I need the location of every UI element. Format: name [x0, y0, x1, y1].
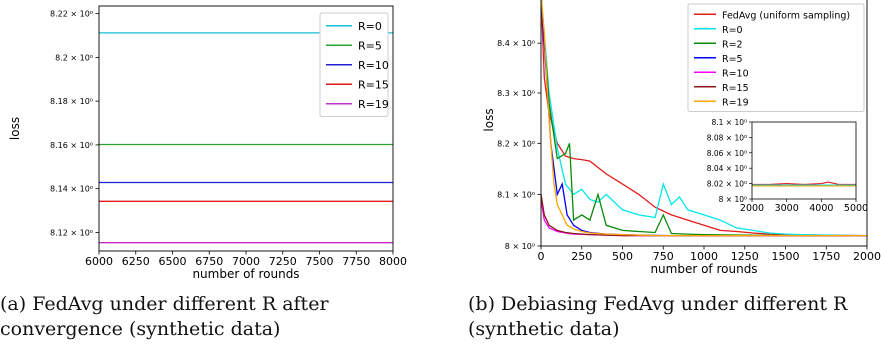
- x-tick-label: 1000: [690, 250, 718, 263]
- legend: R=0 R=5 R=10 R=15 R=19: [319, 12, 389, 117]
- legend-frame: [687, 3, 865, 112]
- y-axis-label: loss: [8, 117, 22, 140]
- legend-label: R=10: [722, 68, 749, 79]
- legend-label: R=5: [358, 39, 382, 52]
- x-tick-label: 6750: [195, 255, 223, 268]
- legend-frame: [319, 12, 389, 117]
- x-tick-label: 6250: [122, 255, 150, 268]
- legend-label: R=15: [722, 83, 749, 94]
- series-line-r-2: [541, 0, 867, 237]
- figure: 6000 6250 6500 6750 7000 7250 7500 7750 80008.12…: [8, 0, 881, 281]
- legend-label: R=15: [358, 78, 389, 91]
- y-tick-label: 8.18 × 10⁰: [50, 97, 93, 106]
- y-tick-label: 8.2 × 10⁰: [497, 139, 535, 148]
- legend-label: R=0: [358, 20, 382, 33]
- inset-x-tick-label: 3000: [775, 203, 799, 214]
- x-tick-label: 1750: [812, 250, 840, 263]
- inset-y-tick-label: 8.08 × 10⁰: [707, 133, 747, 142]
- inset-y-tick-label: 8.06 × 10⁰: [707, 149, 747, 158]
- inset-y-tick-label: 8 × 10⁰: [719, 195, 747, 204]
- legend-label: FedAvg (uniform sampling): [722, 10, 850, 21]
- y-axis-label: loss: [482, 108, 496, 131]
- inset-background: [752, 122, 856, 199]
- y-tick-label: 8.4 × 10⁰: [497, 39, 535, 48]
- x-tick-label: 0: [538, 250, 545, 263]
- x-axis-label: number of rounds: [192, 267, 299, 281]
- series-line-fedavg-uniform-sampling-: [541, 0, 867, 237]
- legend-label: R=10: [358, 59, 389, 72]
- chart-a: 6000 6250 6500 6750 7000 7250 7500 7750 8000 8.12…: [8, 5, 407, 281]
- y-tick-label: 8.2 × 10⁰: [55, 53, 93, 62]
- x-tick-label: 500: [612, 250, 633, 263]
- y-tick-label: 8.12 × 10⁰: [50, 228, 93, 237]
- inset-frame: [751, 121, 857, 200]
- inset-y-tick-label: 8.02 × 10⁰: [707, 180, 747, 189]
- x-tick-label: 7750: [342, 255, 370, 268]
- x-tick-label: 7500: [306, 255, 334, 268]
- y-tick-label: 8.22 × 10⁰: [50, 10, 93, 19]
- y-tick-label: 8.16 × 10⁰: [50, 141, 93, 150]
- legend-label: R=0: [722, 25, 743, 36]
- y-tick-label: 8.14 × 10⁰: [50, 185, 93, 194]
- inset-y-tick-label: 8.1 × 10⁰: [711, 118, 747, 127]
- legend-label: R=2: [722, 39, 743, 50]
- series-group: [541, 0, 867, 237]
- x-tick-label: 8000: [379, 255, 407, 268]
- x-tick-label: 250: [571, 250, 592, 263]
- inset-y-tick-label: 8.04 × 10⁰: [707, 164, 747, 173]
- x-tick-label: 1250: [731, 250, 759, 263]
- legend-label: R=19: [358, 98, 389, 111]
- inset-x-tick-label: 4000: [809, 203, 833, 214]
- x-tick-label: 750: [653, 250, 674, 263]
- inset-series-line: [752, 181, 856, 185]
- y-tick-label: 8.3 × 10⁰: [497, 89, 535, 98]
- series-line-r-0: [541, 0, 867, 237]
- legend-label: R=5: [722, 54, 743, 65]
- x-tick-label: 7250: [269, 255, 297, 268]
- inset-x-tick-label: 5000: [844, 203, 868, 214]
- x-tick-label: 1500: [772, 250, 800, 263]
- x-tick-label: 6000: [85, 255, 113, 268]
- legend-label: R=19: [722, 97, 749, 108]
- inset-chart: 2000 3000 4000 5000 8 × 10⁰ 8.02 × 10⁰ 8.04 × …: [707, 118, 868, 214]
- y-tick-label: 8 × 10⁰: [505, 242, 535, 251]
- series-line-r-19: [541, 0, 867, 237]
- caption-a: (a) FedAvg under different R after conve…: [0, 293, 329, 340]
- caption-b: (b) Debiasing FedAvg under different R (…: [468, 293, 848, 340]
- x-tick-label: 2000: [853, 250, 881, 263]
- x-axis-label: number of rounds: [650, 262, 757, 276]
- legend: FedAvg (uniform sampling) R=0 R=2 R=5 R=10 R=…: [687, 3, 865, 112]
- x-tick-label: 6500: [159, 255, 187, 268]
- inset-x-tick-label: 2000: [740, 203, 764, 214]
- y-tick-label: 8.1 × 10⁰: [497, 190, 535, 199]
- x-tick-label: 7000: [232, 255, 260, 268]
